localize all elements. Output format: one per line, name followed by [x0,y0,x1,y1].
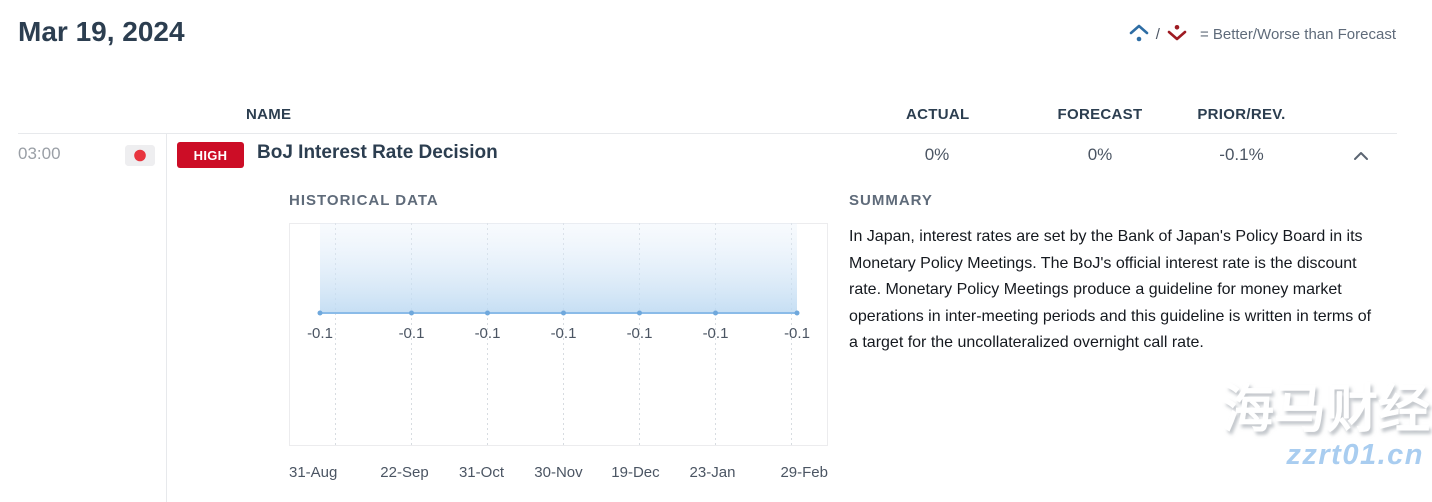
svg-text:-0.1: -0.1 [307,325,333,342]
svg-text:海马财经: 海马财经 [1222,381,1430,439]
svg-text:-0.1: -0.1 [399,325,425,342]
svg-text:-0.1: -0.1 [703,325,729,342]
svg-text:-0.1: -0.1 [627,325,653,342]
svg-text:-0.1: -0.1 [551,325,577,342]
svg-text:-0.1: -0.1 [475,325,501,342]
svg-text:zzrt01.cn: zzrt01.cn [1285,439,1424,471]
svg-text:-0.1: -0.1 [784,325,810,342]
